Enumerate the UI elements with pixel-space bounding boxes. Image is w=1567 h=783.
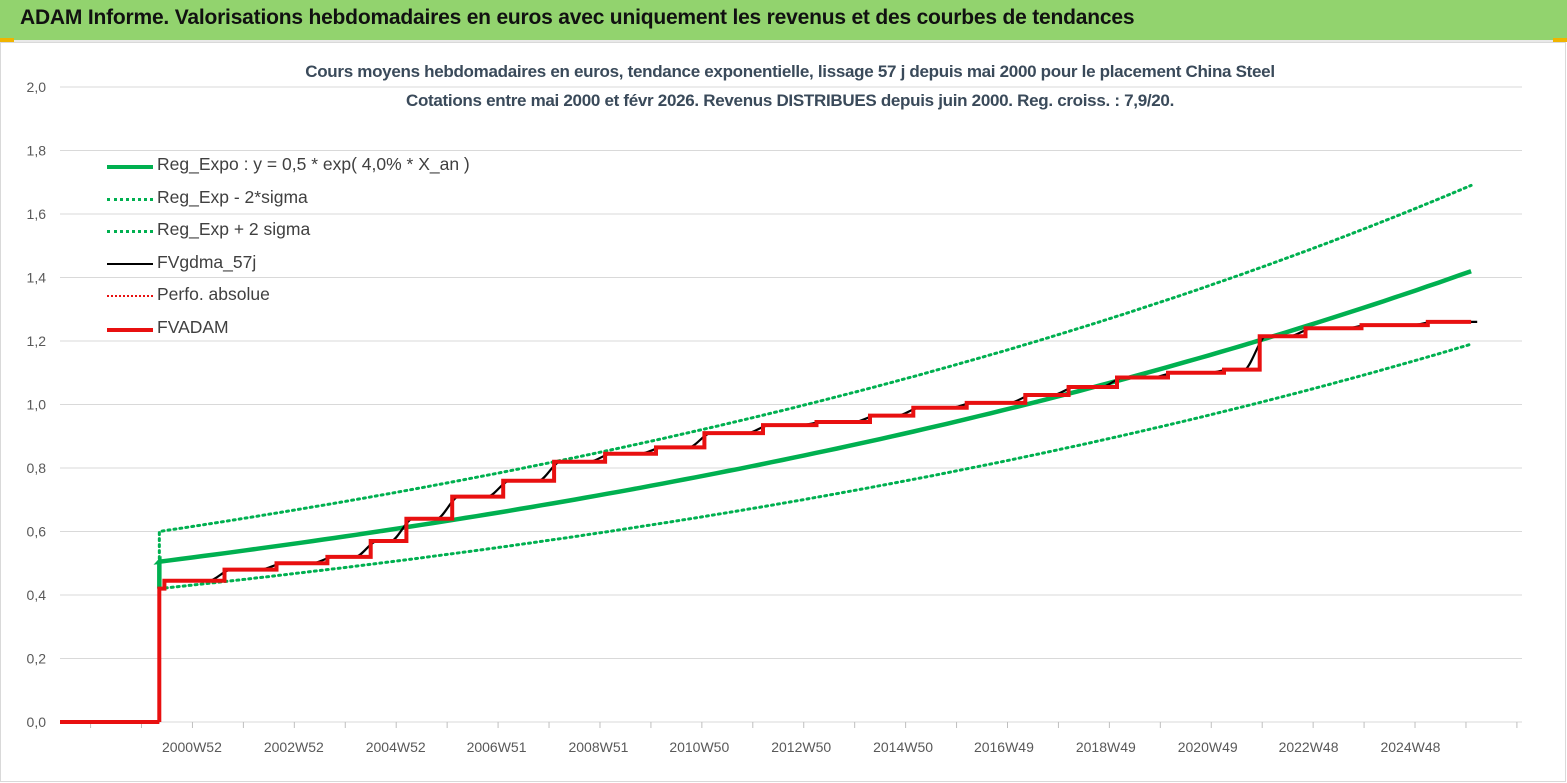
legend-label: FVgdma_57j xyxy=(157,251,257,272)
x-tick-label: 2018W49 xyxy=(1076,739,1136,755)
x-tick-label: 2004W52 xyxy=(366,739,426,755)
y-tick-label: 1,6 xyxy=(27,206,47,222)
y-tick-label: 1,0 xyxy=(27,397,47,413)
legend-swatch xyxy=(107,197,153,201)
corner-mark-left xyxy=(0,38,14,42)
legend-label: Reg_Exp + 2 sigma xyxy=(157,219,311,239)
legend-swatch xyxy=(107,295,153,297)
legend-label: Reg_Expo : y = 0,5 * exp( 4,0% * X_an ) xyxy=(157,154,470,174)
x-tick-label: 2020W49 xyxy=(1178,739,1238,755)
y-tick-label: 2,0 xyxy=(27,79,47,95)
series-reg-expo xyxy=(153,269,1472,589)
x-tick-label: 2014W50 xyxy=(873,739,933,755)
x-tick-label: 2016W49 xyxy=(974,739,1034,755)
chart-svg: 0,0 0,2 0,4 0,6 0,8 1,0 1,2 1,4 1,6 1,8 2,0 2000W52… xyxy=(0,42,1566,782)
x-tick-label: 2022W48 xyxy=(1279,739,1339,755)
corner-mark-right xyxy=(1553,38,1567,42)
legend-swatch xyxy=(107,165,153,169)
x-tick-label: 2002W52 xyxy=(264,739,324,755)
chart-title-line2: Cotations entre mai 2000 et févr 2026. R… xyxy=(405,91,1175,110)
y-tick-label: 0,6 xyxy=(27,524,47,540)
y-tick-label: 1,8 xyxy=(27,143,47,159)
chart-frame xyxy=(0,42,1566,782)
report-banner: ADAM Informe. Valorisations hebdomadaire… xyxy=(0,0,1567,42)
x-tick-label: 2010W50 xyxy=(669,739,729,755)
series-fvadam xyxy=(60,319,1472,724)
series-reg-exp-minus-2-sigma xyxy=(157,342,1473,591)
x-tick-label: 2024W48 xyxy=(1380,739,1440,755)
series-reg-exp-plus-2-sigma xyxy=(157,183,1473,591)
x-tick-label: 2012W50 xyxy=(771,739,831,755)
legend-swatch xyxy=(107,230,153,233)
chart-title-line1: Cours moyens hebdomadaires en euros, ten… xyxy=(305,62,1275,81)
report-title: ADAM Informe. Valorisations hebdomadaire… xyxy=(20,6,1135,29)
series-fvgdma-57j xyxy=(60,320,1478,724)
y-tick-label: 1,4 xyxy=(27,270,47,286)
y-tick-label: 0,4 xyxy=(27,587,47,603)
x-tick-label: 2000W52 xyxy=(162,739,222,755)
legend-label: FVADAM xyxy=(157,316,229,337)
y-tick-label: 1,2 xyxy=(27,333,47,349)
legend-swatch xyxy=(107,327,153,332)
y-tick-label: 0,2 xyxy=(27,651,47,667)
y-tick-label: 0,8 xyxy=(27,460,47,476)
x-tick-label: 2006W51 xyxy=(467,739,527,755)
legend-label: Reg_Exp - 2*sigma xyxy=(157,186,308,207)
legend-label: Perfo. absolue xyxy=(157,284,270,304)
x-tick-label: 2008W51 xyxy=(568,739,628,755)
legend-swatch xyxy=(107,262,153,265)
y-tick-label: 0,0 xyxy=(27,714,47,730)
